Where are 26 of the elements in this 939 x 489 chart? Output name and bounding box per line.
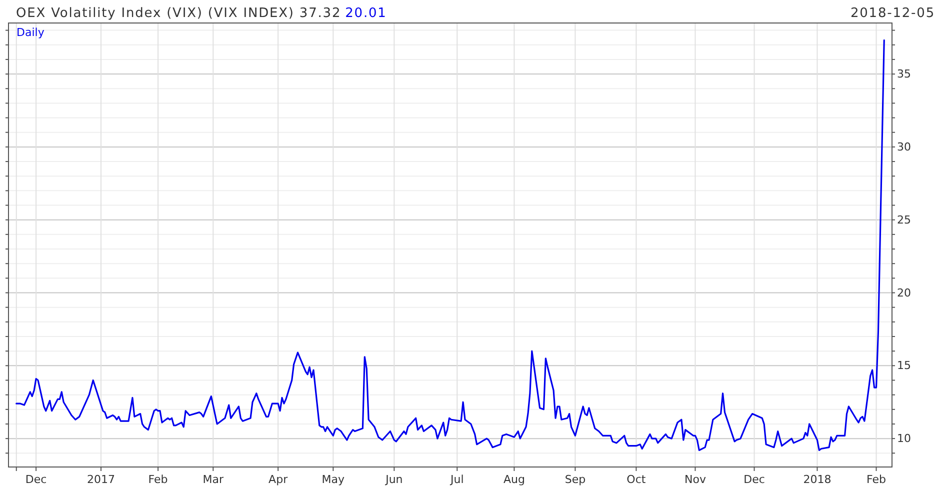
line-series bbox=[16, 39, 885, 452]
chart-title: OEX Volatility Index (VIX) (VIX INDEX) 37.32 bbox=[16, 6, 342, 21]
x-tick-label: Mar bbox=[202, 472, 224, 486]
x-tick-label: Apr bbox=[268, 472, 288, 486]
y-tick-label: 35 bbox=[897, 68, 911, 81]
x-tick-label: Feb bbox=[866, 472, 886, 486]
x-tick-label: May bbox=[322, 472, 346, 486]
y-tick-label: 15 bbox=[897, 359, 911, 372]
y-tick-label: 10 bbox=[897, 432, 911, 446]
x-tick-label: Oct bbox=[626, 472, 646, 486]
text: 2018-12-05 bbox=[850, 6, 935, 21]
y-tick-label: 25 bbox=[897, 213, 911, 226]
x-tick-label: Dec bbox=[25, 472, 47, 486]
x-tick-label: Jun bbox=[384, 472, 403, 486]
x-tick-label: Feb bbox=[148, 472, 168, 486]
x-tick-label: Sep bbox=[564, 472, 586, 486]
x-tick-label: Aug bbox=[503, 472, 525, 486]
x-tick-label: Dec bbox=[744, 472, 765, 486]
x-tick-label: 2017 bbox=[86, 472, 115, 486]
x-tick-label: Jul bbox=[449, 472, 464, 486]
text: Daily bbox=[16, 26, 45, 39]
y-tick-label: 20 bbox=[897, 286, 911, 300]
x-tick-label: 2018 bbox=[803, 472, 832, 486]
x-tick-label: Nov bbox=[684, 472, 706, 486]
chart-subtitle: 20.01 bbox=[345, 6, 387, 21]
y-tick-label: 30 bbox=[897, 140, 911, 154]
